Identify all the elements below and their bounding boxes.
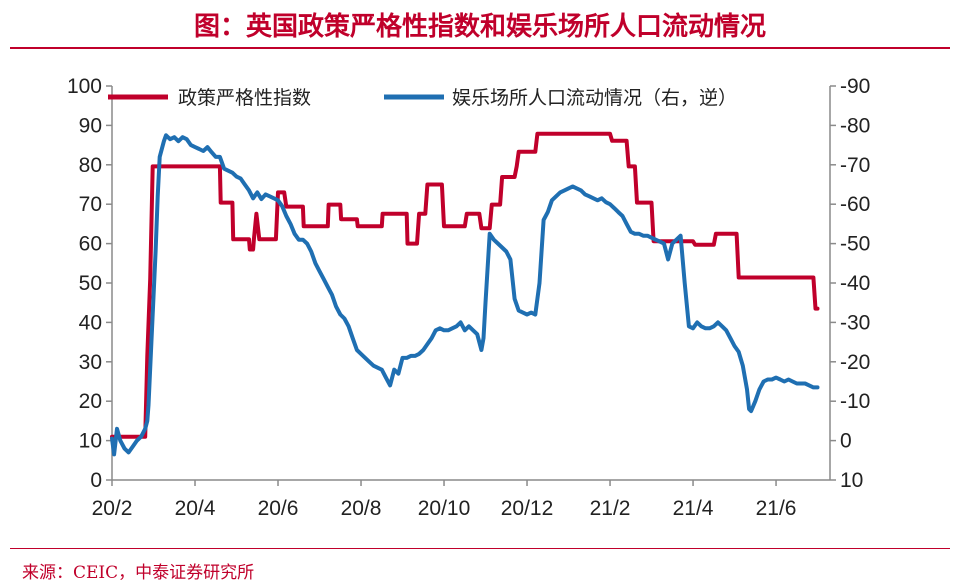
x-tick-label: 20/12: [501, 497, 554, 520]
y-right-tick-label: -30: [840, 311, 870, 334]
x-tick-label: 20/6: [258, 497, 299, 520]
y-left-tick-label: 50: [79, 272, 102, 295]
line-chart: 0102030405060708090100100-10-20-30-40-50…: [67, 75, 870, 520]
x-tick-label: 20/2: [92, 497, 133, 520]
title-rule: [10, 47, 950, 49]
chart-legend: 政策严格性指数 娱乐场所人口流动情况（右，逆）: [108, 87, 737, 109]
y-left-tick-label: 60: [79, 233, 102, 256]
y-left-tick-label: 20: [79, 390, 102, 413]
legend-label-mobility: 娱乐场所人口流动情况（右，逆）: [452, 87, 737, 109]
chart-series: [110, 131, 820, 457]
y-left-tick-label: 10: [79, 430, 102, 453]
x-tick-label: 20/10: [418, 497, 471, 520]
x-tick-label: 21/6: [756, 497, 797, 520]
y-right-tick-label: -50: [840, 233, 870, 256]
y-right-tick-label: -90: [840, 75, 870, 98]
legend-label-policy-index: 政策严格性指数: [178, 87, 311, 109]
y-right-tick-label: -20: [840, 351, 870, 374]
y-left-tick-label: 70: [79, 193, 102, 216]
y-right-tick-label: -40: [840, 272, 870, 295]
source-rule: [10, 548, 950, 549]
y-right-tick-label: 10: [840, 469, 863, 492]
y-left-tick-label: 90: [79, 114, 102, 137]
x-tick-label: 20/4: [175, 497, 216, 520]
x-tick-label: 21/4: [673, 497, 714, 520]
y-left-tick-label: 100: [67, 75, 102, 98]
y-left-tick-label: 40: [79, 311, 102, 334]
chart-axes: 0102030405060708090100100-10-20-30-40-50…: [67, 75, 870, 520]
x-tick-label: 20/8: [341, 497, 382, 520]
series-line-policy-index: [110, 131, 820, 439]
source-note: 来源：CEIC，中泰证券研究所: [22, 563, 255, 583]
y-left-tick-label: 30: [79, 351, 102, 374]
y-right-tick-label: -60: [840, 193, 870, 216]
y-left-tick-label: 0: [90, 469, 102, 492]
page-title: 图：英国政策严格性指数和娱乐场所人口流动情况: [193, 12, 766, 42]
y-right-tick-label: -70: [840, 154, 870, 177]
y-right-tick-label: -10: [840, 390, 870, 413]
series-line-mobility: [110, 133, 820, 457]
y-left-tick-label: 80: [79, 154, 102, 177]
x-tick-label: 21/2: [590, 497, 631, 520]
y-right-tick-label: 0: [840, 430, 852, 453]
y-right-tick-label: -80: [840, 114, 870, 137]
